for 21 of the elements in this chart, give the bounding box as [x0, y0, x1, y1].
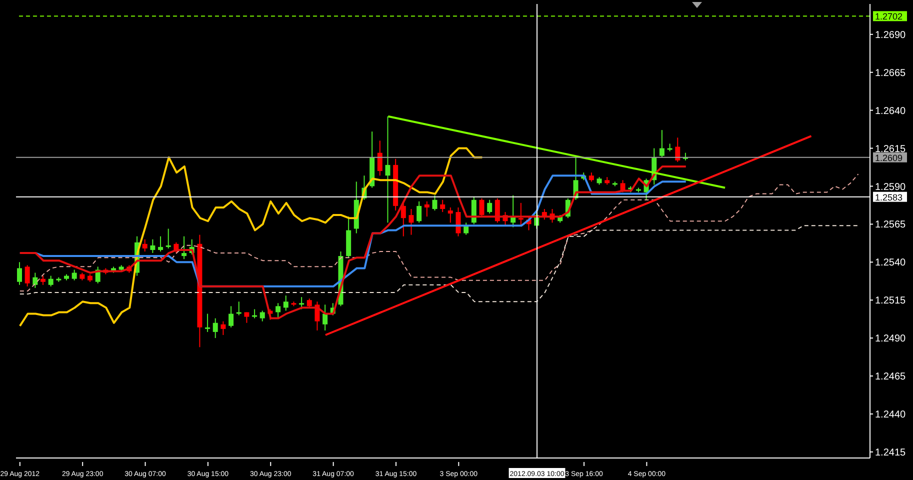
candlestick — [667, 144, 672, 152]
ref-line-label: 1.2609 — [875, 152, 903, 163]
y-tick-label: 1.2615 — [875, 144, 906, 155]
y-tick-label: 1.2640 — [875, 106, 906, 117]
y-tick-label: 1.2415 — [875, 447, 906, 458]
line-series — [18, 147, 484, 327]
y-tick-label: 1.2665 — [875, 68, 906, 79]
y-tick-label: 1.2440 — [875, 410, 906, 421]
line-series — [19, 174, 859, 292]
y-tick-label: 1.2565 — [875, 220, 906, 231]
ref-line-label: 1.2583 — [875, 192, 903, 202]
y-tick-label: 1.2515 — [875, 296, 906, 307]
candlestick — [236, 302, 242, 316]
y-tick-label: 1.2690 — [875, 30, 906, 41]
y-tick-label: 1.2540 — [875, 258, 906, 269]
line-series — [19, 225, 859, 302]
y-tick-label: 1.2490 — [875, 334, 906, 345]
ref-line-label: 1.2702 — [875, 12, 903, 22]
y-tick-label: 1.2465 — [875, 372, 906, 383]
candlestick — [636, 188, 641, 192]
y-tick-label: 1.2590 — [875, 182, 906, 193]
